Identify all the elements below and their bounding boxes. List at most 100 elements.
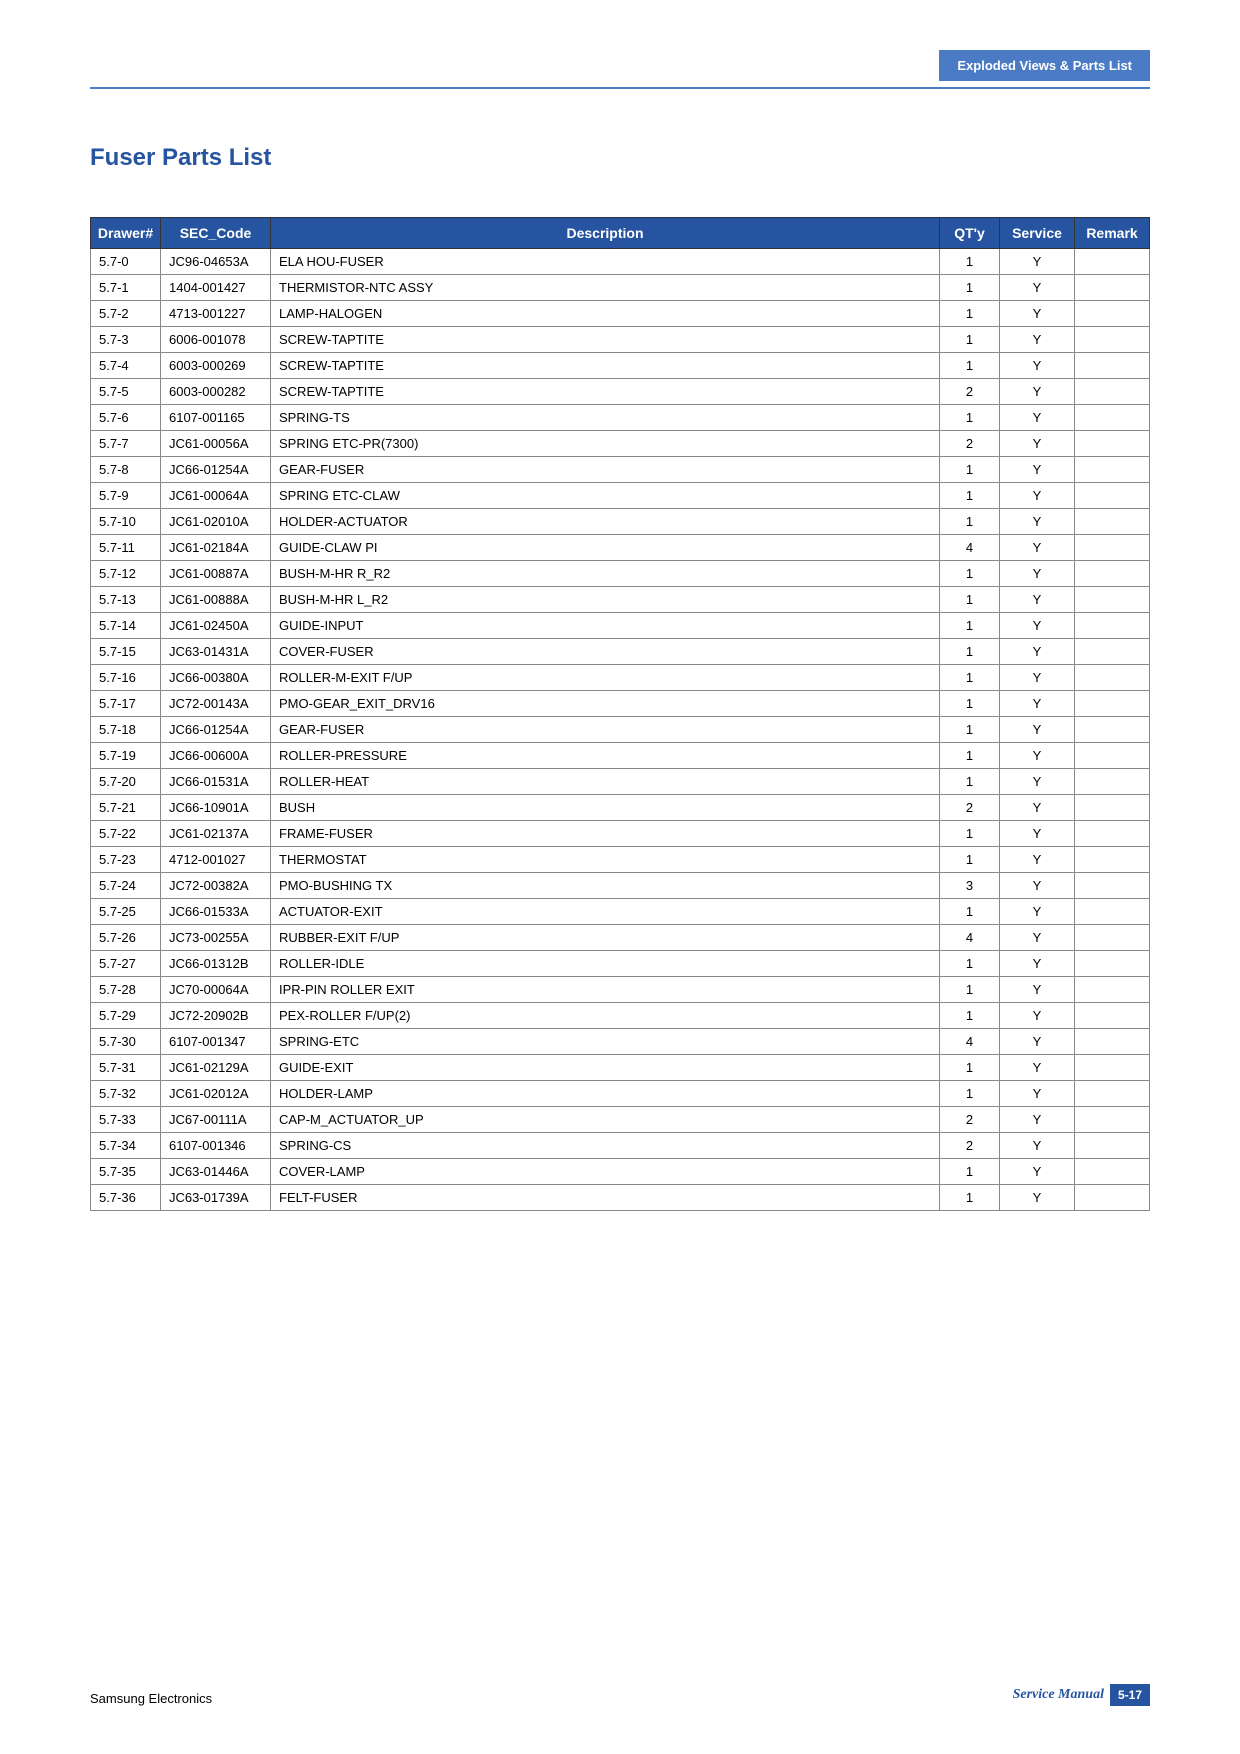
cell-drawer: 5.7-29 xyxy=(91,1003,161,1029)
table-row: 5.7-24JC72-00382APMO-BUSHING TX3Y xyxy=(91,873,1150,899)
cell-service: Y xyxy=(1000,613,1075,639)
cell-desc: SPRING ETC-PR(7300) xyxy=(271,431,940,457)
cell-service: Y xyxy=(1000,275,1075,301)
cell-qty: 1 xyxy=(940,327,1000,353)
cell-remark xyxy=(1075,1159,1150,1185)
cell-desc: BUSH-M-HR R_R2 xyxy=(271,561,940,587)
cell-sec: JC73-00255A xyxy=(161,925,271,951)
cell-qty: 1 xyxy=(940,405,1000,431)
cell-sec: JC66-10901A xyxy=(161,795,271,821)
cell-qty: 1 xyxy=(940,821,1000,847)
cell-drawer: 5.7-2 xyxy=(91,301,161,327)
table-row: 5.7-306107-001347SPRING-ETC4Y xyxy=(91,1029,1150,1055)
cell-desc: SCREW-TAPTITE xyxy=(271,379,940,405)
cell-remark xyxy=(1075,769,1150,795)
cell-service: Y xyxy=(1000,1133,1075,1159)
cell-service: Y xyxy=(1000,769,1075,795)
cell-remark xyxy=(1075,717,1150,743)
cell-drawer: 5.7-1 xyxy=(91,275,161,301)
cell-drawer: 5.7-30 xyxy=(91,1029,161,1055)
cell-drawer: 5.7-0 xyxy=(91,249,161,275)
parts-table: Drawer# SEC_Code Description QT'y Servic… xyxy=(90,217,1150,1211)
cell-sec: JC63-01446A xyxy=(161,1159,271,1185)
cell-sec: JC61-00888A xyxy=(161,587,271,613)
table-body: 5.7-0JC96-04653AELA HOU-FUSER1Y5.7-11404… xyxy=(91,249,1150,1211)
table-row: 5.7-25JC66-01533AACTUATOR-EXIT1Y xyxy=(91,899,1150,925)
table-row: 5.7-346107-001346SPRING-CS2Y xyxy=(91,1133,1150,1159)
cell-qty: 1 xyxy=(940,483,1000,509)
cell-desc: ROLLER-PRESSURE xyxy=(271,743,940,769)
cell-drawer: 5.7-31 xyxy=(91,1055,161,1081)
cell-service: Y xyxy=(1000,847,1075,873)
table-row: 5.7-28JC70-00064AIPR-PIN ROLLER EXIT1Y xyxy=(91,977,1150,1003)
cell-qty: 1 xyxy=(940,769,1000,795)
cell-qty: 4 xyxy=(940,925,1000,951)
cell-qty: 4 xyxy=(940,1029,1000,1055)
cell-service: Y xyxy=(1000,561,1075,587)
cell-drawer: 5.7-28 xyxy=(91,977,161,1003)
cell-sec: JC66-00380A xyxy=(161,665,271,691)
cell-desc: ELA HOU-FUSER xyxy=(271,249,940,275)
cell-sec: JC61-02450A xyxy=(161,613,271,639)
cell-drawer: 5.7-26 xyxy=(91,925,161,951)
cell-drawer: 5.7-35 xyxy=(91,1159,161,1185)
table-row: 5.7-24713-001227LAMP-HALOGEN1Y xyxy=(91,301,1150,327)
footer-right: Service Manual 5-17 xyxy=(1013,1684,1150,1706)
cell-qty: 1 xyxy=(940,249,1000,275)
cell-qty: 3 xyxy=(940,873,1000,899)
cell-remark xyxy=(1075,587,1150,613)
cell-desc: GEAR-FUSER xyxy=(271,717,940,743)
cell-qty: 1 xyxy=(940,639,1000,665)
cell-drawer: 5.7-33 xyxy=(91,1107,161,1133)
page-title: Fuser Parts List xyxy=(90,144,1150,172)
cell-desc: CAP-M_ACTUATOR_UP xyxy=(271,1107,940,1133)
cell-service: Y xyxy=(1000,431,1075,457)
cell-sec: 6107-001165 xyxy=(161,405,271,431)
cell-drawer: 5.7-12 xyxy=(91,561,161,587)
cell-service: Y xyxy=(1000,717,1075,743)
cell-remark xyxy=(1075,821,1150,847)
cell-qty: 1 xyxy=(940,951,1000,977)
cell-desc: PMO-BUSHING TX xyxy=(271,873,940,899)
cell-qty: 1 xyxy=(940,613,1000,639)
cell-desc: ROLLER-M-EXIT F/UP xyxy=(271,665,940,691)
table-header-row: Drawer# SEC_Code Description QT'y Servic… xyxy=(91,218,1150,249)
cell-remark xyxy=(1075,613,1150,639)
col-header-qty: QT'y xyxy=(940,218,1000,249)
cell-remark xyxy=(1075,275,1150,301)
cell-desc: PEX-ROLLER F/UP(2) xyxy=(271,1003,940,1029)
cell-remark xyxy=(1075,847,1150,873)
cell-drawer: 5.7-23 xyxy=(91,847,161,873)
cell-desc: THERMISTOR-NTC ASSY xyxy=(271,275,940,301)
cell-desc: ACTUATOR-EXIT xyxy=(271,899,940,925)
cell-sec: JC72-00382A xyxy=(161,873,271,899)
table-row: 5.7-9JC61-00064ASPRING ETC-CLAW1Y xyxy=(91,483,1150,509)
cell-sec: 4712-001027 xyxy=(161,847,271,873)
cell-remark xyxy=(1075,873,1150,899)
cell-remark xyxy=(1075,379,1150,405)
table-row: 5.7-11404-001427THERMISTOR-NTC ASSY1Y xyxy=(91,275,1150,301)
cell-drawer: 5.7-34 xyxy=(91,1133,161,1159)
cell-remark xyxy=(1075,535,1150,561)
cell-remark xyxy=(1075,327,1150,353)
cell-remark xyxy=(1075,1029,1150,1055)
cell-remark xyxy=(1075,691,1150,717)
cell-qty: 2 xyxy=(940,379,1000,405)
cell-drawer: 5.7-15 xyxy=(91,639,161,665)
cell-desc: THERMOSTAT xyxy=(271,847,940,873)
cell-sec: JC61-02137A xyxy=(161,821,271,847)
cell-service: Y xyxy=(1000,1003,1075,1029)
cell-desc: IPR-PIN ROLLER EXIT xyxy=(271,977,940,1003)
cell-service: Y xyxy=(1000,1081,1075,1107)
cell-drawer: 5.7-11 xyxy=(91,535,161,561)
cell-remark xyxy=(1075,301,1150,327)
cell-remark xyxy=(1075,951,1150,977)
cell-qty: 1 xyxy=(940,1055,1000,1081)
cell-service: Y xyxy=(1000,743,1075,769)
cell-sec: JC66-01533A xyxy=(161,899,271,925)
table-row: 5.7-15JC63-01431ACOVER-FUSER1Y xyxy=(91,639,1150,665)
cell-sec: 1404-001427 xyxy=(161,275,271,301)
table-row: 5.7-35JC63-01446ACOVER-LAMP1Y xyxy=(91,1159,1150,1185)
table-row: 5.7-14JC61-02450AGUIDE-INPUT1Y xyxy=(91,613,1150,639)
header-tab: Exploded Views & Parts List xyxy=(939,50,1150,81)
